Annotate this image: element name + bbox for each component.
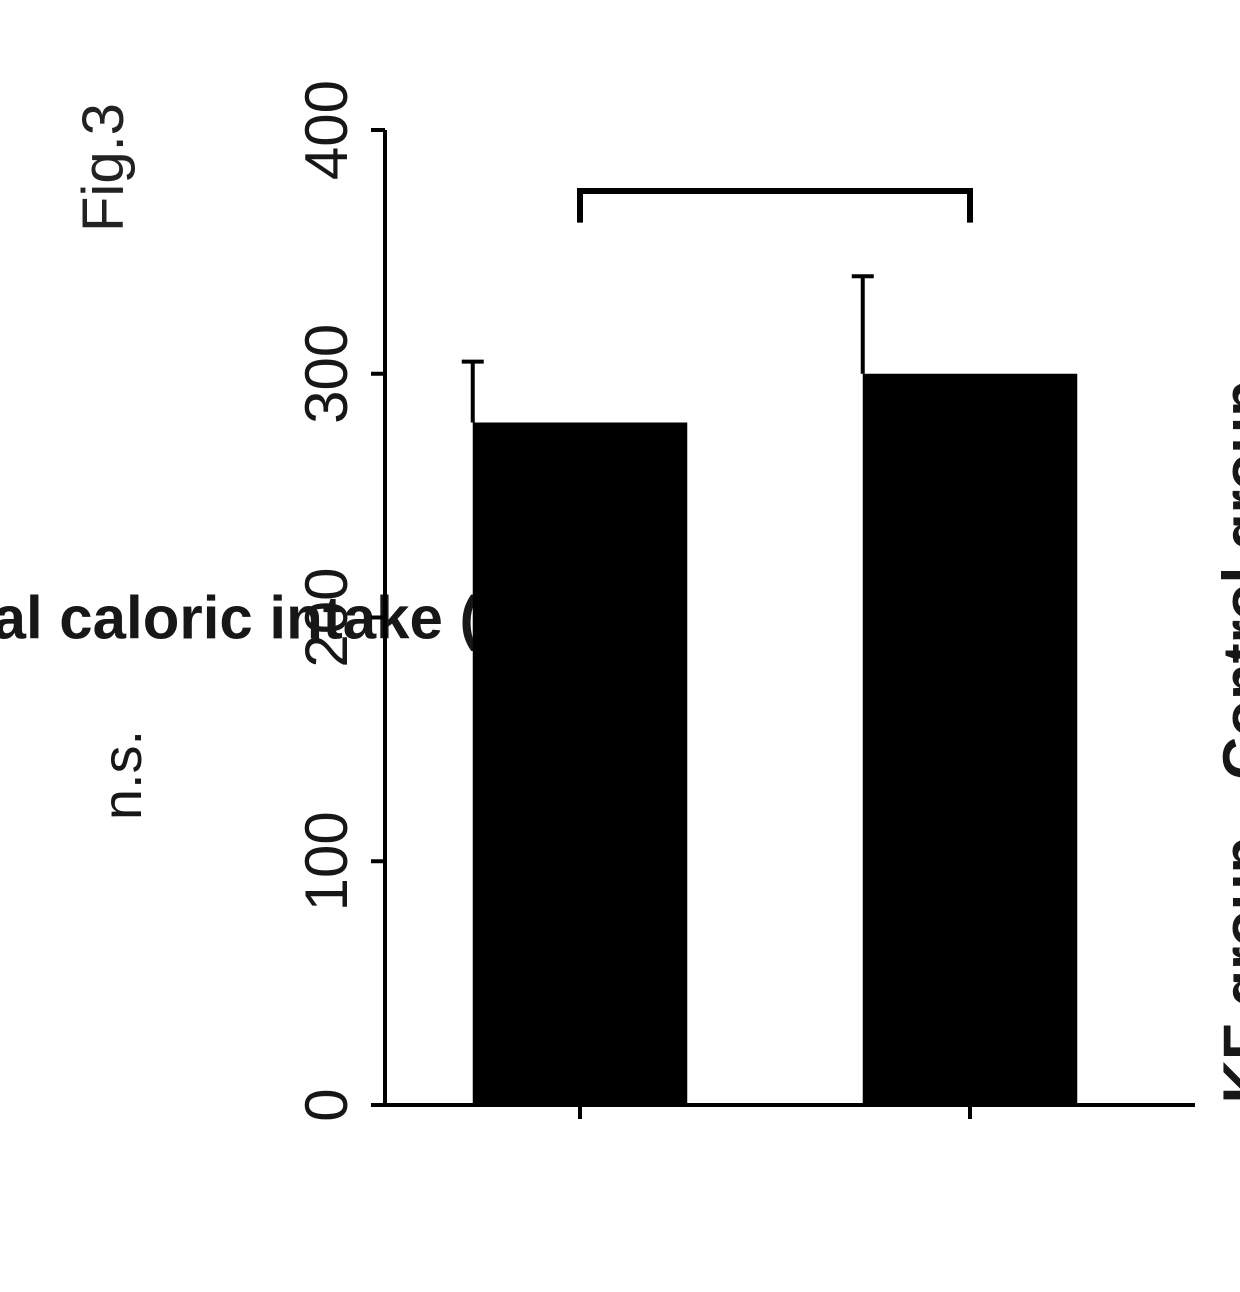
significance-label: n.s. [90,730,153,820]
x-tick-label: KF group [1211,837,1240,1104]
y-tick-label: 0 [293,1088,360,1121]
y-tick-label: 100 [293,811,360,911]
page: Fig.3 Total caloric intake (kcal) 010020… [0,0,1240,1292]
bar [863,374,1078,1105]
y-tick-label: 300 [293,324,360,424]
bar-chart: 0 100 200 300 400 Control group KF group n.s. [0,0,1240,1292]
bar [473,423,688,1106]
y-tick-label: 400 [293,80,360,180]
significance-bracket [580,191,970,223]
x-tick-label: Control group [1211,380,1240,780]
y-tick-label: 200 [293,567,360,667]
